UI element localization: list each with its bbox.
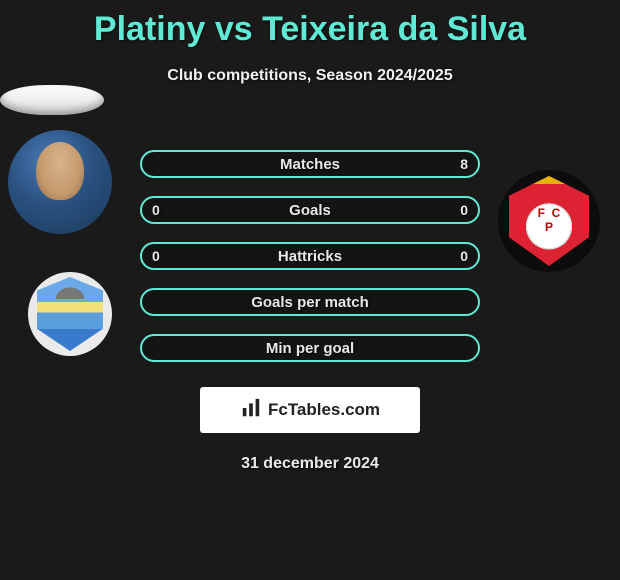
player-avatar-right-placeholder bbox=[0, 85, 104, 115]
club-crest-left bbox=[28, 272, 112, 356]
page-title: Platiny vs Teixeira da Silva bbox=[0, 0, 620, 49]
bar-chart-icon bbox=[240, 397, 262, 424]
stat-left-value: 0 bbox=[152, 202, 160, 218]
stat-row-hattricks: 0 Hattricks 0 bbox=[140, 242, 480, 270]
stat-label: Goals per match bbox=[251, 294, 369, 311]
stat-label: Min per goal bbox=[266, 340, 354, 357]
branding-badge[interactable]: FcTables.com bbox=[200, 387, 420, 433]
stat-right-value: 0 bbox=[460, 248, 468, 264]
stat-label: Hattricks bbox=[278, 248, 342, 265]
stats-table: Matches 8 0 Goals 0 0 Hattricks 0 Goals … bbox=[140, 150, 480, 362]
stat-right-value: 8 bbox=[460, 156, 468, 172]
stat-label: Matches bbox=[280, 156, 340, 173]
stat-right-value: 0 bbox=[460, 202, 468, 218]
branding-label: FcTables.com bbox=[268, 400, 380, 420]
club-crest-right bbox=[498, 170, 600, 272]
stat-row-goals: 0 Goals 0 bbox=[140, 196, 480, 224]
page-subtitle: Club competitions, Season 2024/2025 bbox=[0, 67, 620, 85]
stat-row-goals-per-match: Goals per match bbox=[140, 288, 480, 316]
stat-row-matches: Matches 8 bbox=[140, 150, 480, 178]
stat-row-min-per-goal: Min per goal bbox=[140, 334, 480, 362]
player-avatar-left bbox=[8, 130, 112, 234]
footer-date: 31 december 2024 bbox=[0, 455, 620, 473]
stat-left-value: 0 bbox=[152, 248, 160, 264]
stat-label: Goals bbox=[289, 202, 331, 219]
